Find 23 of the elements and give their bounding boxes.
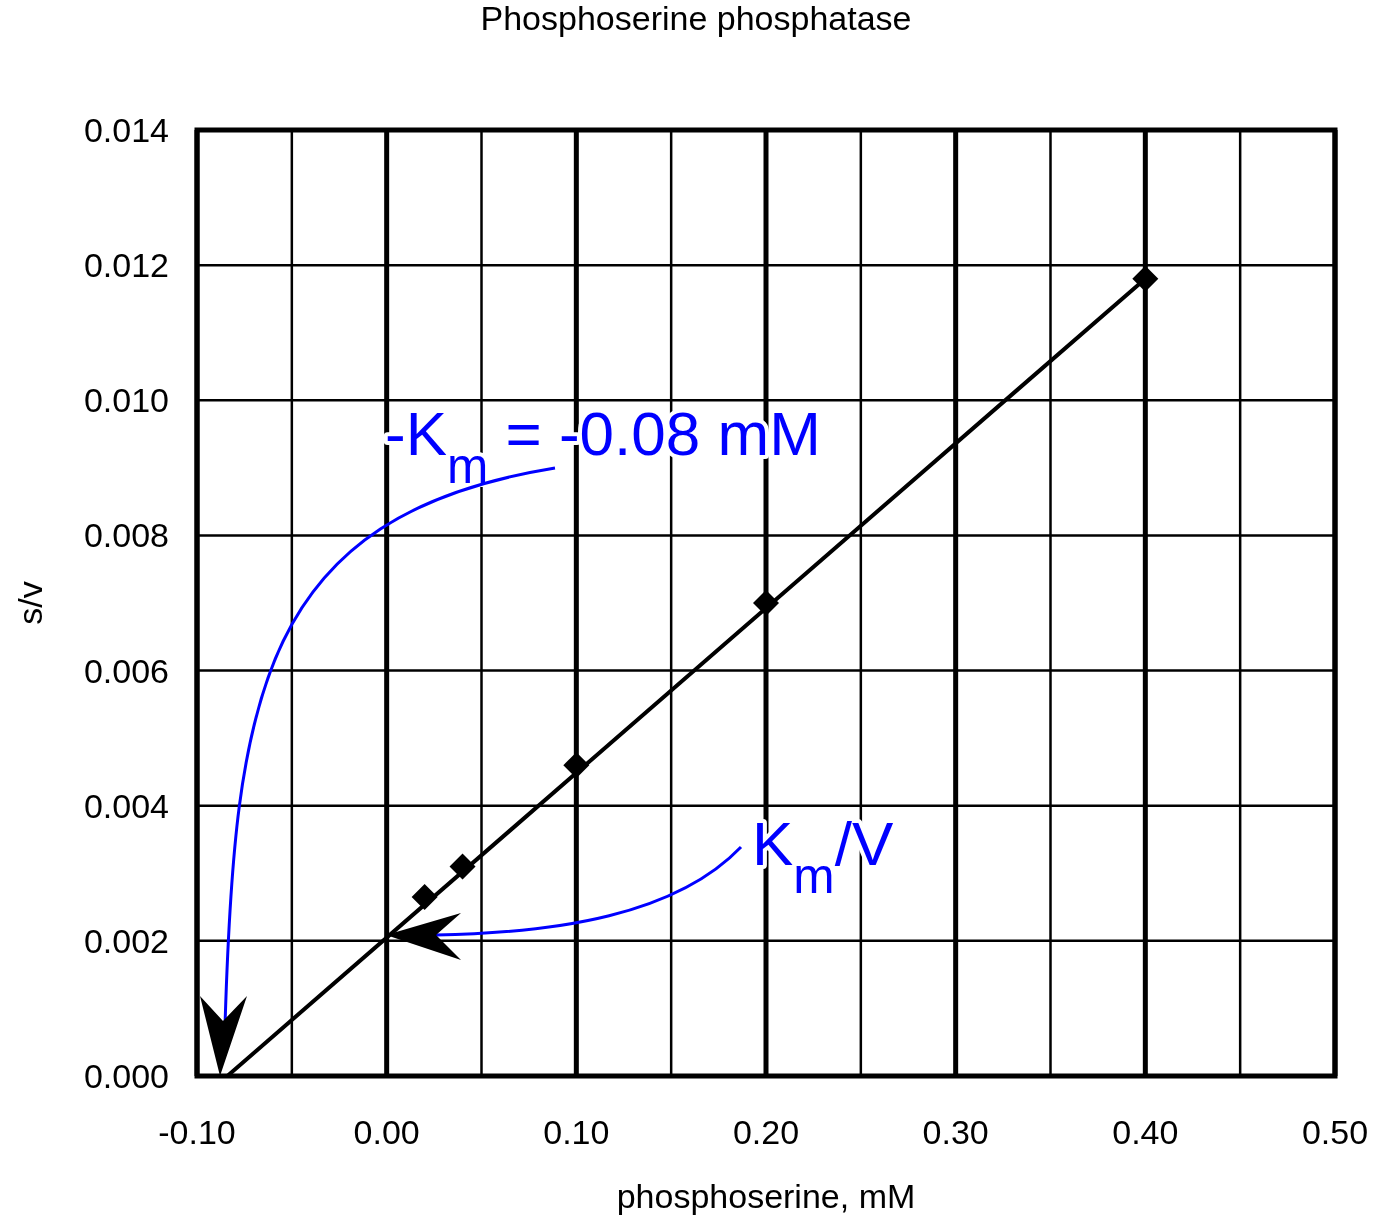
y-axis-title: s/v [11, 581, 49, 625]
x-tick-label: 0.40 [1112, 1113, 1179, 1151]
y-tick-label: 0.006 [83, 651, 169, 690]
y-tick-label: 0.008 [83, 516, 169, 555]
y-tick-label: 0.010 [83, 381, 169, 420]
x-axis-title: phosphoserine, mM [616, 1177, 916, 1215]
y-tick-label: 0.002 [83, 921, 169, 960]
x-tick-label: 0.00 [353, 1113, 420, 1151]
point [411, 883, 438, 910]
point [1132, 265, 1159, 292]
x-tick-label: 0.20 [732, 1113, 800, 1151]
x-tick-label: 0.50 [1301, 1113, 1369, 1151]
point [449, 853, 476, 880]
x-tick-label: -0.10 [158, 1113, 236, 1151]
x-tick-label: 0.10 [543, 1113, 610, 1151]
y-tick-label: 0.012 [83, 246, 169, 285]
chart-title: Phosphoserine phosphatase [480, 0, 912, 37]
point [753, 590, 779, 616]
point [563, 752, 590, 779]
y-tick-label: 0.014 [83, 111, 169, 149]
y-tick-label: 0.000 [83, 1057, 169, 1095]
y-tick-label: 0.004 [83, 786, 169, 825]
x-tick-label: 0.30 [922, 1113, 989, 1151]
